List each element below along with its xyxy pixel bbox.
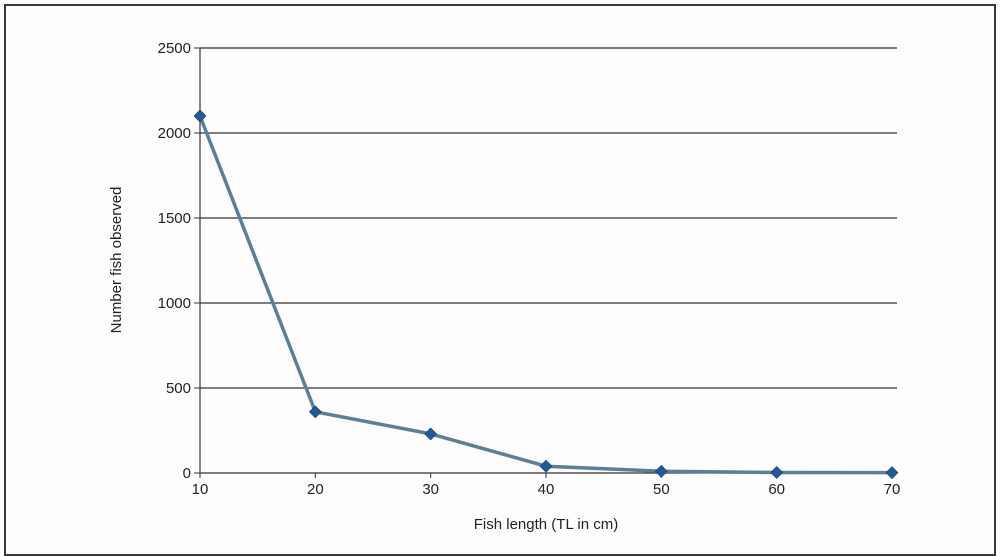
data-point-50 <box>654 464 668 478</box>
chart-frame <box>4 4 996 556</box>
data-point-60 <box>770 466 784 479</box>
x-tick-label: 10 <box>192 481 209 498</box>
y-axis-title: Number fish observed <box>108 187 125 334</box>
x-tick-label: 70 <box>884 481 901 498</box>
axes <box>199 48 897 474</box>
y-tick-label: 500 <box>166 380 191 397</box>
y-tick-label: 1000 <box>158 295 191 312</box>
marker-layer <box>193 109 899 480</box>
y-tick-label: 2500 <box>158 40 191 57</box>
x-tick-label: 30 <box>422 481 439 498</box>
x-tick-label: 40 <box>538 481 555 498</box>
data-point-30 <box>424 427 438 441</box>
x-tick-label: 60 <box>768 481 785 498</box>
gridlines <box>200 47 897 389</box>
x-tick-labels: 10 20 30 40 50 60 70 <box>192 473 901 498</box>
x-tick-label: 50 <box>653 481 670 498</box>
data-point-70 <box>885 466 899 480</box>
x-tick-label: 20 <box>307 481 324 498</box>
data-point-10 <box>193 109 207 123</box>
y-tick-label: 2000 <box>158 125 191 142</box>
y-tick-label: 0 <box>183 465 191 482</box>
data-point-40 <box>539 459 553 473</box>
data-point-20 <box>308 405 322 419</box>
series-line <box>198 114 894 475</box>
series-layer <box>198 114 894 475</box>
x-axis-title: Fish length (TL in cm) <box>474 516 619 533</box>
y-tick-label: 1500 <box>158 210 191 227</box>
y-tick-labels: 0 500 1000 1500 2000 2500 <box>158 40 200 482</box>
